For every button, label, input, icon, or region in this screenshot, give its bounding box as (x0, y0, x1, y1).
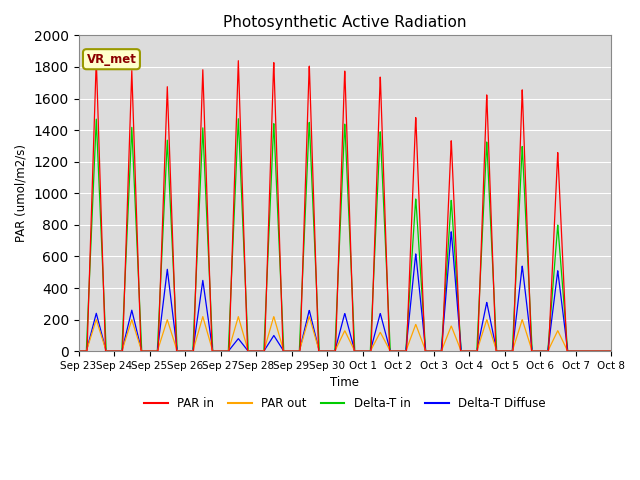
PAR in (302, 164, 310, 169)
PAR out (167, 328, 175, 334)
PAR out (540, 348, 547, 354)
Delta-T in (167, 213, 175, 219)
PAR out (75, 348, 83, 354)
Delta-T Diffuse (447, 229, 455, 235)
Delta-T Diffuse (75, 348, 83, 354)
Delta-T in (597, 348, 605, 354)
PAR out (607, 348, 615, 354)
Delta-T in (75, 348, 83, 354)
Delta-T Diffuse (167, 296, 175, 301)
Delta-T Diffuse (302, 322, 310, 327)
PAR in (167, 191, 175, 197)
Delta-T Diffuse (136, 338, 143, 344)
Delta-T Diffuse (540, 348, 547, 354)
PAR in (597, 348, 605, 354)
Line: Delta-T in: Delta-T in (79, 119, 611, 351)
Line: Delta-T Diffuse: Delta-T Diffuse (79, 232, 611, 351)
PAR out (302, 325, 310, 331)
Delta-T in (540, 348, 547, 354)
Delta-T Diffuse (607, 348, 615, 354)
PAR in (540, 348, 547, 354)
Line: PAR out: PAR out (79, 317, 611, 351)
Delta-T in (607, 348, 615, 354)
PAR out (279, 346, 287, 351)
PAR out (136, 340, 143, 346)
Line: PAR in: PAR in (79, 59, 611, 351)
PAR out (199, 314, 207, 320)
Delta-T Diffuse (597, 348, 605, 354)
Title: Photosynthetic Active Radiation: Photosynthetic Active Radiation (223, 15, 467, 30)
PAR in (279, 345, 287, 350)
Delta-T in (136, 293, 143, 299)
PAR in (92, 56, 100, 62)
Delta-T Diffuse (279, 347, 287, 352)
PAR in (136, 300, 143, 306)
PAR in (75, 348, 83, 354)
Y-axis label: PAR (umol/m2/s): PAR (umol/m2/s) (15, 144, 28, 242)
Delta-T in (302, 194, 310, 200)
X-axis label: Time: Time (330, 376, 359, 389)
PAR out (597, 348, 605, 354)
Delta-T in (279, 329, 287, 335)
Legend: PAR in, PAR out, Delta-T in, Delta-T Diffuse: PAR in, PAR out, Delta-T in, Delta-T Dif… (139, 392, 550, 415)
Text: VR_met: VR_met (86, 53, 136, 66)
PAR in (607, 348, 615, 354)
Delta-T in (234, 116, 242, 121)
